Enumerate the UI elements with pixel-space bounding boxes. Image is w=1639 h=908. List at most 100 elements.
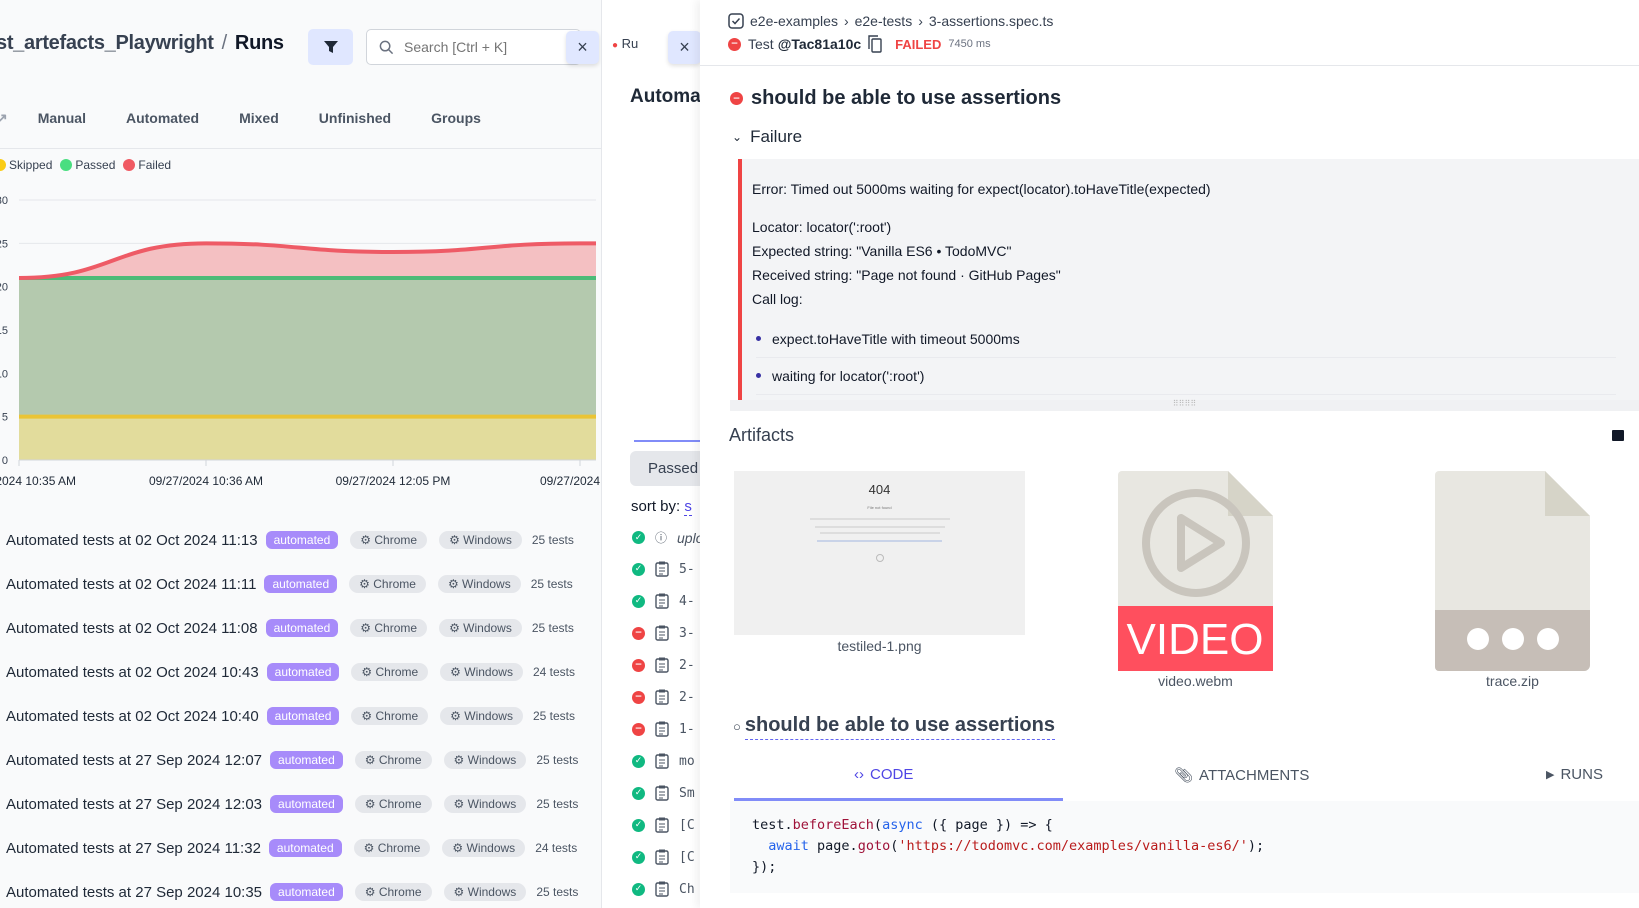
- run-type-badge: automated: [268, 839, 342, 857]
- run-title[interactable]: Automated tests at 02 Oct 2024 10:43: [6, 663, 259, 681]
- run-title[interactable]: Automated tests at 27 Sep 2024 10:35: [6, 883, 263, 901]
- copy-icon[interactable]: [868, 35, 882, 53]
- run-type-badge: automated: [270, 751, 343, 769]
- tab-code[interactable]: ‹› CODE: [854, 766, 914, 783]
- run-title[interactable]: Automated tests at 27 Sep 2024 11:32: [6, 839, 261, 857]
- test-list-item[interactable]: ✓ mo: [632, 753, 695, 769]
- run-title[interactable]: Automated tests at 27 Sep 2024 12:07: [6, 751, 263, 769]
- artifact-name[interactable]: trace.zip: [1486, 673, 1539, 689]
- y-tick-label: 0: [2, 455, 8, 467]
- chevron-right-icon: ›: [843, 13, 849, 29]
- test-list-item[interactable]: ✓ Ch: [632, 881, 695, 897]
- run-row[interactable]: Automated tests at 02 Oct 2024 11:11 auto…: [6, 575, 573, 593]
- project-breadcrumb[interactable]: st_artefacts_Playwright: [0, 32, 214, 54]
- test-list-item[interactable]: ✓ Sm: [632, 785, 695, 801]
- file-icon[interactable]: [1435, 471, 1590, 671]
- tab-mixed[interactable]: Mixed: [239, 110, 279, 126]
- run-row[interactable]: Automated tests at 02 Oct 2024 10:40 auto…: [6, 707, 575, 725]
- test-list-item[interactable]: − 3-: [632, 625, 695, 641]
- search-box[interactable]: [366, 29, 581, 65]
- x-tick-label: 09/27/2024 10:36 AM: [149, 474, 263, 488]
- bottom-tabs: ‹› CODE 📎︎ ATTACHMENTS ▶ RUNS: [734, 766, 1639, 801]
- tab-attachments[interactable]: 📎︎ ATTACHMENTS: [1174, 766, 1310, 785]
- test-list-item[interactable]: ✓ 4-: [632, 593, 695, 609]
- test-list-item[interactable]: ✓ 5-: [632, 561, 695, 577]
- search-icon: [379, 40, 394, 54]
- test-list-item[interactable]: − 2-: [632, 657, 695, 673]
- tab-unfinished[interactable]: Unfinished: [318, 110, 392, 126]
- active-tab-indicator: [734, 798, 1063, 801]
- tab-automated[interactable]: Automated: [125, 110, 200, 126]
- test-count: 24 tests: [532, 665, 575, 679]
- run-row[interactable]: Automated tests at 27 Sep 2024 12:03 auto…: [6, 795, 578, 813]
- test-label: Test: [748, 36, 774, 52]
- artifact-screenshot[interactable]: 404 File not found: [734, 471, 1025, 635]
- breadcrumb-item[interactable]: e2e-examples: [750, 13, 838, 29]
- test-list-item[interactable]: − 1-: [632, 721, 695, 737]
- test-name: [C: [679, 817, 695, 833]
- run-row[interactable]: Automated tests at 27 Sep 2024 11:32 auto…: [6, 839, 577, 857]
- error-locator: Locator: locator(':root'): [752, 219, 892, 235]
- os-tag: ⚙ Windows: [439, 619, 522, 637]
- test-list-item[interactable]: ✓ [C: [632, 849, 695, 865]
- close-icon: ×: [679, 37, 690, 57]
- run-row[interactable]: Automated tests at 02 Oct 2024 11:13 auto…: [6, 531, 574, 549]
- test-subtitle[interactable]: ○ should be able to use assertions: [733, 714, 1055, 740]
- run-row[interactable]: Automated tests at 27 Sep 2024 12:07 auto…: [6, 751, 578, 769]
- breadcrumb-item[interactable]: e2e-tests: [854, 13, 913, 29]
- error-message: Error: Timed out 5000ms waiting for expe…: [738, 159, 1639, 400]
- tab-manual[interactable]: Manual: [37, 110, 86, 126]
- close-run-button[interactable]: ×: [668, 31, 700, 64]
- run-row[interactable]: Automated tests at 02 Oct 2024 11:08 auto…: [6, 619, 574, 637]
- run-title[interactable]: Automated tests at 02 Oct 2024 11:13: [6, 531, 258, 549]
- breadcrumb: e2e-examples › e2e-tests › 3-assertions.sp…: [728, 13, 1053, 29]
- close-button[interactable]: ×: [566, 31, 599, 64]
- os-tag: ⚙ Windows: [440, 663, 523, 681]
- test-count: 25 tests: [530, 577, 573, 591]
- passed-filter-button[interactable]: Passed: [630, 451, 700, 486]
- filter-button[interactable]: [308, 29, 353, 65]
- code-icon: ‹›: [854, 766, 864, 783]
- code-line: test.beforeEach(async ({ page }) => {: [752, 817, 1053, 833]
- run-row[interactable]: Automated tests at 27 Sep 2024 10:35 auto…: [6, 883, 578, 901]
- error-expected: Expected string: "Vanilla ES6 • TodoMVC": [752, 243, 1012, 259]
- code-block: test.beforeEach(async ({ page }) => { aw…: [730, 801, 1639, 893]
- tab-groups[interactable]: Groups: [431, 110, 481, 126]
- run-title[interactable]: Automated tests at 02 Oct 2024 11:08: [6, 619, 258, 637]
- failed-icon: −: [632, 626, 645, 640]
- test-list-item[interactable]: ✓ ⓘ uplo: [632, 529, 700, 546]
- legend-failed[interactable]: Failed: [123, 158, 171, 172]
- artifact-name[interactable]: video.webm: [1158, 673, 1233, 689]
- run-type-badge: automated: [265, 531, 339, 549]
- call-log-item: waiting for locator(':root'): [756, 358, 1616, 395]
- run-type-badge: automated: [266, 663, 340, 681]
- resize-handle[interactable]: ⠿⠿⠿⠿: [730, 400, 1639, 411]
- y-tick-label: 10: [0, 368, 8, 380]
- video-type-label: VIDEO: [1127, 615, 1264, 664]
- run-row[interactable]: Automated tests at 02 Oct 2024 10:43 auto…: [6, 663, 575, 681]
- test-list-item[interactable]: ✓ [C: [632, 817, 695, 833]
- failed-icon: −: [632, 690, 645, 704]
- sort-select[interactable]: s: [684, 498, 692, 516]
- legend-passed[interactable]: Passed: [60, 158, 115, 172]
- y-tick-label: 20: [0, 282, 8, 294]
- os-tag: ⚙ Windows: [443, 751, 527, 769]
- run-title[interactable]: Automated tests at 02 Oct 2024 10:40: [6, 707, 259, 725]
- clipboard-icon: [655, 561, 669, 577]
- run-type-badge: automated: [270, 795, 343, 813]
- artifact-name[interactable]: testiled-1.png: [837, 638, 922, 654]
- breadcrumb-item[interactable]: 3-assertions.spec.ts: [928, 13, 1054, 29]
- failure-toggle[interactable]: ⌄ Failure: [732, 127, 803, 146]
- circle-icon: ○: [733, 718, 741, 734]
- clipboard-icon: [655, 593, 669, 609]
- run-title[interactable]: Automated tests at 27 Sep 2024 12:03: [6, 795, 263, 813]
- video-file-icon[interactable]: VIDEO: [1118, 471, 1273, 671]
- test-list-item[interactable]: − 2-: [632, 689, 695, 705]
- run-title[interactable]: Automated tests at 02 Oct 2024 11:11: [6, 575, 257, 593]
- gallery-view-icon[interactable]: [1612, 430, 1624, 441]
- tab-icon[interactable]: ↗: [0, 110, 8, 126]
- run-tab[interactable]: ● Ru: [612, 36, 639, 51]
- tab-runs[interactable]: ▶ RUNS: [1546, 766, 1603, 783]
- legend-skipped[interactable]: Skipped: [0, 158, 52, 172]
- search-input[interactable]: [404, 39, 564, 55]
